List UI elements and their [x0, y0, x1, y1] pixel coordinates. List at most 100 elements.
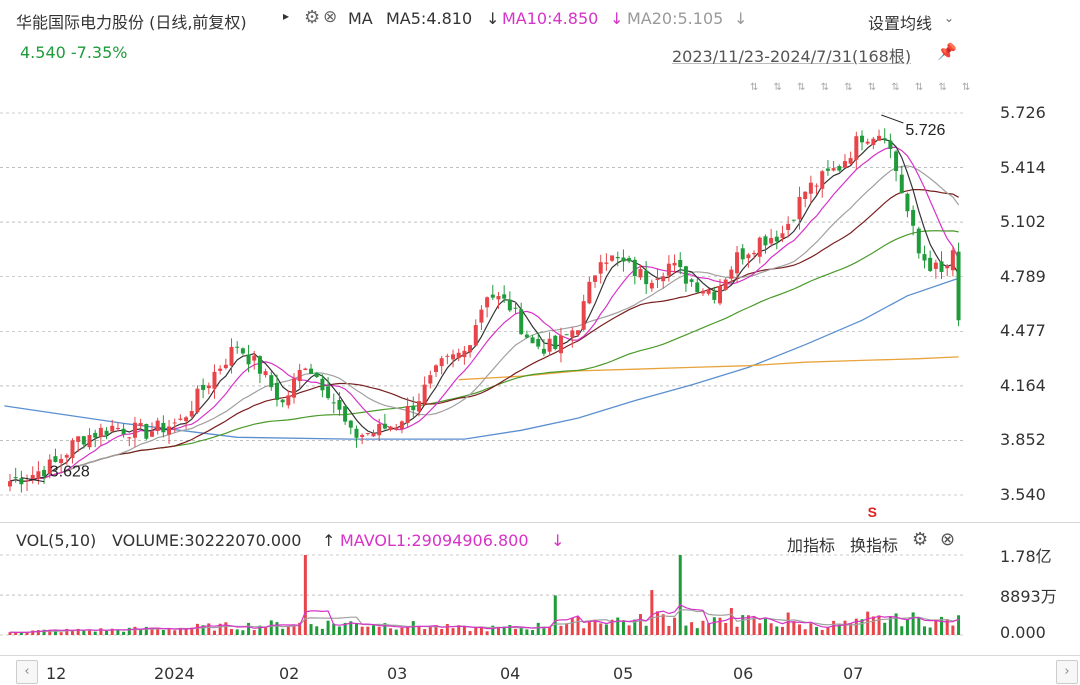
candle — [127, 436, 132, 447]
volume-bar — [457, 625, 461, 635]
candle — [394, 424, 399, 431]
candle — [854, 131, 859, 170]
candle — [468, 344, 473, 358]
candle — [581, 294, 586, 331]
chevron-down-icon[interactable]: ⌄ — [944, 11, 955, 25]
low-label: 3.628 — [50, 464, 90, 481]
candle — [757, 236, 762, 264]
ma5-value: MA5:4.810 — [386, 9, 473, 28]
candle — [184, 415, 189, 429]
volume-bar — [894, 613, 898, 635]
mavol1-line — [9, 604, 959, 633]
candle — [434, 364, 438, 378]
volume-bar — [127, 627, 131, 635]
volume-bar — [343, 622, 347, 635]
price-tick: 4.477 — [1000, 321, 1046, 341]
candle — [672, 254, 677, 274]
candle — [666, 255, 671, 282]
volume-bar — [610, 619, 614, 635]
price-tick: 5.102 — [1000, 212, 1046, 232]
volume-bar — [434, 625, 438, 635]
candle — [649, 279, 654, 292]
volume-bar — [940, 616, 944, 635]
candle — [439, 355, 444, 375]
scroll-right-icon[interactable]: › — [1056, 660, 1078, 684]
volume-bar — [548, 626, 552, 635]
volume-bar — [400, 627, 404, 635]
volume-bar — [70, 630, 74, 635]
candle — [104, 427, 109, 440]
volume-bar — [627, 625, 631, 635]
scroll-left-icon[interactable]: ‹ — [16, 660, 38, 684]
candle — [644, 261, 649, 295]
low-arrow — [21, 477, 45, 483]
chart-title: 华能国际电力股份 (日线,前复权) — [16, 13, 247, 32]
candle — [240, 347, 245, 355]
ma120-line — [4, 277, 959, 440]
volume-bar — [411, 621, 415, 635]
candle — [655, 268, 660, 289]
candle — [25, 474, 30, 492]
settings-ma-button[interactable]: 设置均线 — [868, 14, 933, 33]
volume-bar — [309, 624, 313, 635]
volume-bar — [911, 612, 915, 635]
volume-bar — [360, 626, 364, 635]
volume-bar — [349, 621, 353, 635]
candle — [735, 245, 740, 283]
candle — [121, 423, 126, 438]
volume-bar — [718, 617, 722, 635]
volume-bar — [582, 628, 586, 635]
candle — [456, 348, 461, 362]
candle — [598, 254, 603, 284]
candle — [8, 474, 12, 492]
volume-bar — [656, 611, 660, 635]
candle — [223, 358, 228, 370]
volume-bar — [769, 623, 773, 635]
volume-bar — [888, 616, 892, 635]
add-indicator-button[interactable]: 加指标 — [787, 536, 836, 555]
pin-icon[interactable]: 📌 — [937, 42, 957, 61]
x-tick: 12 — [46, 664, 67, 683]
x-tick: 03 — [387, 664, 408, 683]
volume-bar — [786, 612, 790, 635]
candle — [155, 417, 160, 435]
gear-icon[interactable]: ⚙ — [912, 529, 929, 550]
close-icon[interactable]: ⊗ — [323, 7, 338, 27]
switch-indicator-button[interactable]: 换指标 — [850, 536, 899, 555]
zoom-toolbar[interactable]: ⇅ ⇅ ⇅ ⇅ ⇅ ⇅ ⇅ ⇅ ⇅ ⇅ — [750, 82, 977, 93]
candle — [519, 302, 524, 336]
gear-icon[interactable]: ⚙ — [304, 7, 321, 28]
candlestick-chart[interactable]: 5.726 3.628 S — [0, 95, 1080, 520]
volume-bar — [616, 617, 620, 635]
volume-bar — [820, 629, 824, 635]
candle — [496, 291, 501, 309]
x-tick: 05 — [613, 664, 634, 683]
mavol1-value: MAVOL1:29094906.800 — [340, 531, 529, 550]
volume-bar — [150, 629, 154, 635]
volume-bar — [746, 615, 750, 635]
close-icon[interactable]: ⊗ — [940, 529, 956, 550]
candle — [178, 414, 183, 421]
volume-bar — [531, 630, 535, 635]
volume-bar — [690, 622, 694, 635]
ma60-line — [9, 230, 959, 482]
volume-bar — [372, 625, 376, 635]
candle — [377, 418, 382, 441]
candle — [576, 330, 580, 338]
volume-bar — [8, 632, 12, 635]
volume-bar — [207, 623, 211, 635]
signal-marker: S — [868, 504, 877, 520]
volume-bar — [678, 555, 682, 635]
volume-bar — [638, 614, 642, 635]
candle — [13, 467, 18, 483]
volume-bar — [286, 626, 290, 635]
candle — [115, 422, 120, 432]
volume-bar — [945, 619, 949, 635]
volume-bar — [298, 622, 302, 635]
volume-bar — [462, 626, 466, 635]
candle — [513, 301, 518, 315]
candle — [570, 327, 575, 348]
price-tick: 4.789 — [1000, 266, 1046, 286]
triangle-right-icon[interactable]: ▸ — [283, 9, 290, 23]
price-tick: 3.540 — [1000, 485, 1046, 504]
